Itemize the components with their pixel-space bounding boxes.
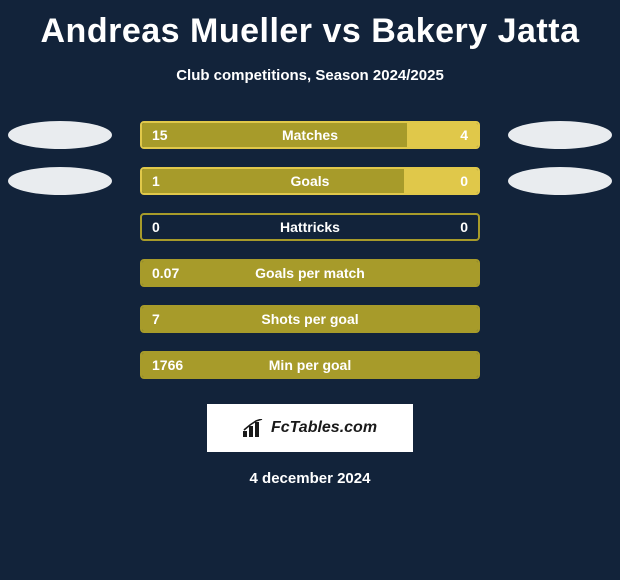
comparison-chart: 15Matches4 1Goals0 0 Hattricks 0 0.07Goals pe…	[0, 112, 620, 388]
stat-bar-fill-right	[404, 169, 478, 193]
stat-bar-track: 0.07Goals per match	[140, 259, 480, 287]
stat-row: 1Goals0	[0, 158, 620, 204]
page-title: Andreas Mueller vs Bakery Jatta	[0, 0, 620, 51]
stat-bar-track: 7Shots per goal	[140, 305, 480, 333]
stat-value-left: 0	[152, 219, 160, 235]
stat-value-right: 0	[460, 219, 468, 235]
stat-bar-track: 1766Min per goal	[140, 351, 480, 379]
stat-bar-track: 15Matches4	[140, 121, 480, 149]
stat-bar-track: 0 Hattricks 0	[140, 213, 480, 241]
stat-bar-fill-left	[142, 353, 478, 377]
stat-row: 0.07Goals per match	[0, 250, 620, 296]
stat-bar-fill-left	[142, 123, 407, 147]
stat-label: Hattricks	[280, 219, 340, 235]
stat-row: 7Shots per goal	[0, 296, 620, 342]
brand-box: FcTables.com	[207, 404, 413, 452]
stat-row: 15Matches4	[0, 112, 620, 158]
stat-bar-fill-left	[142, 307, 478, 331]
stat-row: 1766Min per goal	[0, 342, 620, 388]
stat-row: 0 Hattricks 0	[0, 204, 620, 250]
stat-bar-fill-right	[407, 123, 478, 147]
player-right-pill	[508, 121, 612, 149]
date-label: 4 december 2024	[0, 470, 620, 487]
stat-bar-track: 1Goals0	[140, 167, 480, 195]
brand-bars-icon	[243, 419, 265, 437]
player-left-pill	[8, 121, 112, 149]
stat-bar-fill-left	[142, 261, 478, 285]
subtitle: Club competitions, Season 2024/2025	[0, 67, 620, 84]
brand-text: FcTables.com	[271, 419, 377, 437]
player-right-pill	[508, 167, 612, 195]
stat-bar-fill-left	[142, 169, 404, 193]
player-left-pill	[8, 167, 112, 195]
